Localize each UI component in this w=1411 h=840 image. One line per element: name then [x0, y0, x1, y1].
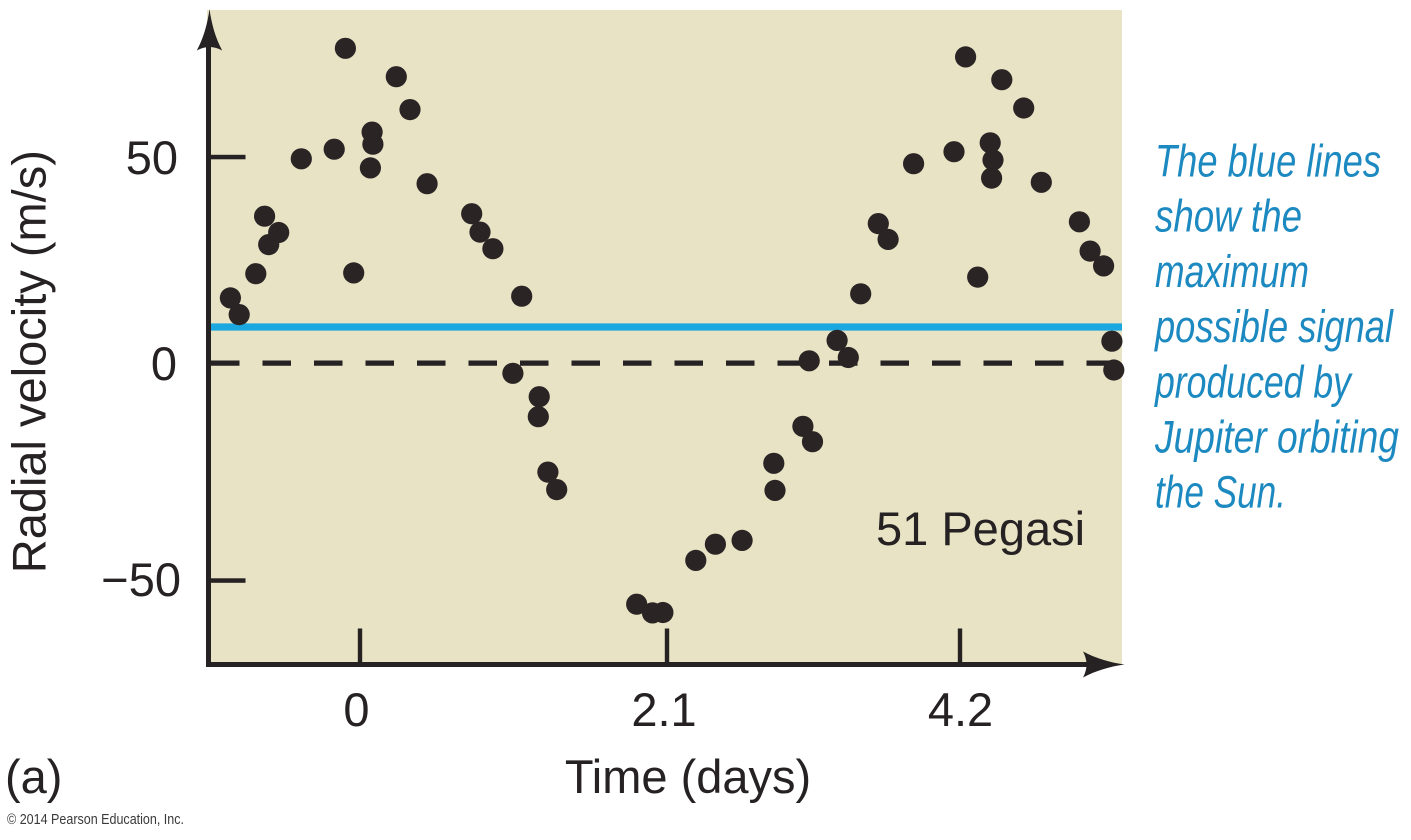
svg-text:Time (days): Time (days)	[565, 750, 811, 803]
svg-text:0: 0	[343, 683, 369, 736]
svg-text:the Sun.: the Sun.	[1155, 467, 1286, 518]
svg-text:The blue lines: The blue lines	[1155, 136, 1381, 187]
svg-text:show the: show the	[1155, 191, 1302, 242]
svg-text:© 2014 Pearson Education, Inc.: © 2014 Pearson Education, Inc.	[7, 812, 184, 828]
svg-text:possible signal: possible signal	[1153, 301, 1394, 352]
svg-text:50: 50	[126, 131, 178, 184]
svg-text:2.1: 2.1	[631, 683, 696, 736]
svg-text:Radial velocity (m/s): Radial velocity (m/s)	[3, 150, 56, 573]
svg-text:produced by: produced by	[1153, 356, 1353, 407]
svg-text:−50: −50	[101, 553, 181, 606]
svg-text:(a): (a)	[5, 750, 62, 803]
svg-text:0: 0	[151, 337, 177, 390]
svg-text:maximum: maximum	[1155, 246, 1309, 297]
svg-text:Jupiter orbiting: Jupiter orbiting	[1154, 412, 1399, 463]
svg-text:4.2: 4.2	[928, 683, 993, 736]
svg-text:51 Pegasi: 51 Pegasi	[876, 502, 1085, 555]
